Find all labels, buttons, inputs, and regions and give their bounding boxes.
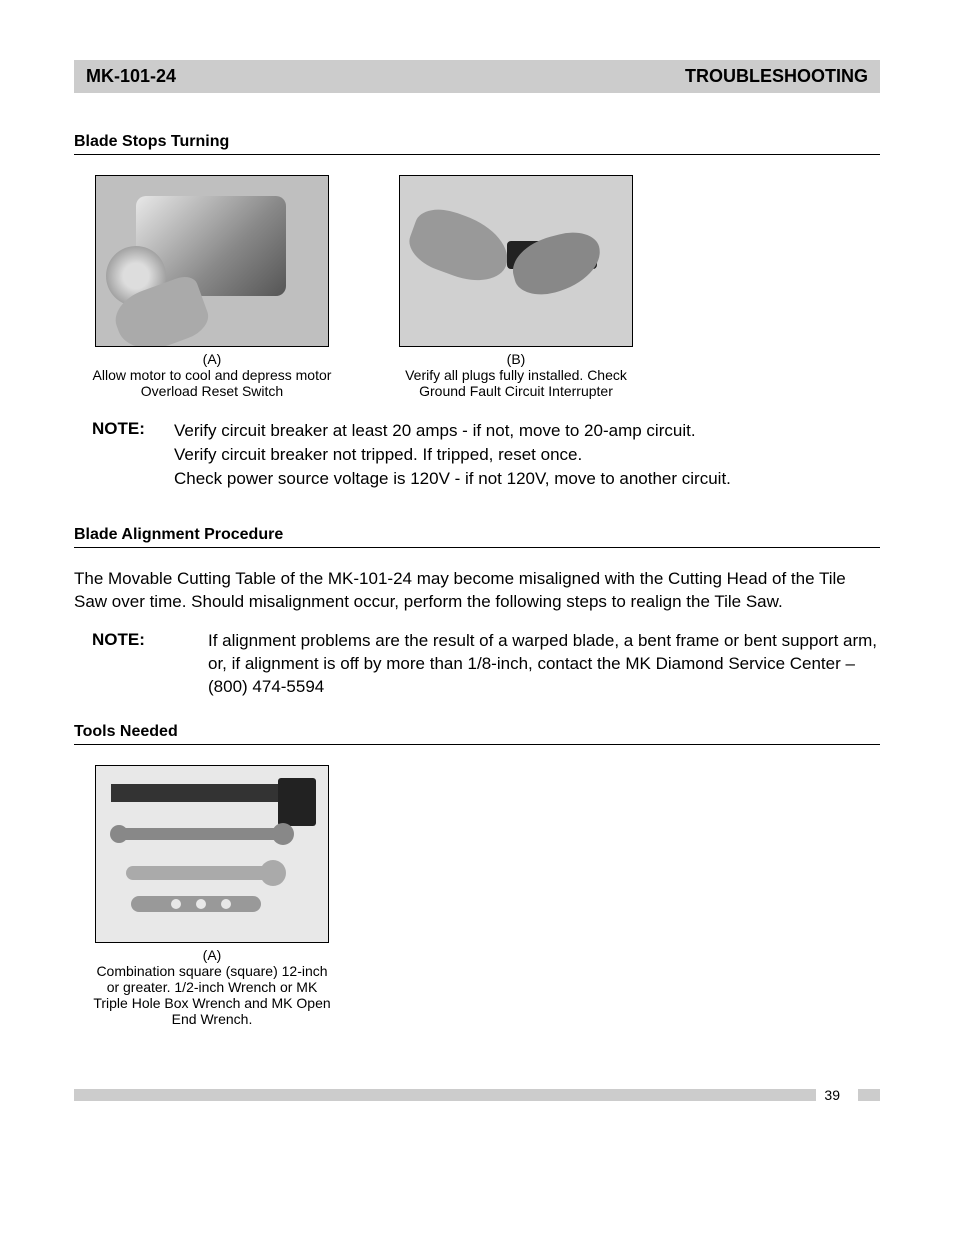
caption-b-label: (B) [507, 351, 526, 367]
caption-a-label: (A) [203, 351, 222, 367]
figure-b-plug [399, 175, 633, 347]
note-text-2: If alignment problems are the result of … [208, 630, 880, 699]
note-text-1: Verify circuit breaker at least 20 amps … [174, 419, 731, 490]
footer-bar-right [858, 1089, 880, 1101]
note-row-2: NOTE: If alignment problems are the resu… [92, 630, 880, 699]
caption-c-label: (A) [203, 947, 222, 963]
note-row-1: NOTE: Verify circuit breaker at least 20… [92, 419, 880, 490]
section-title-alignment: Blade Alignment Procedure [74, 526, 880, 548]
section-title-tools: Tools Needed [74, 723, 880, 745]
caption-b: (B) Verify all plugs fully installed. Ch… [396, 351, 636, 399]
alignment-body: The Movable Cutting Table of the MK-101-… [74, 568, 880, 614]
page-number: 39 [816, 1087, 848, 1103]
figure-a-motor [95, 175, 329, 347]
image-block-a: (A) Allow motor to cool and depress moto… [92, 175, 332, 399]
header-bar: MK-101-24 TROUBLESHOOTING [74, 60, 880, 93]
image-row-1: (A) Allow motor to cool and depress moto… [92, 175, 880, 399]
caption-a: (A) Allow motor to cool and depress moto… [92, 351, 332, 399]
header-model: MK-101-24 [86, 66, 176, 87]
section-title-blade-stops: Blade Stops Turning [74, 133, 880, 155]
caption-c: (A) Combination square (square) 12-inch … [92, 947, 332, 1027]
header-section: TROUBLESHOOTING [685, 66, 868, 87]
caption-a-text: Allow motor to cool and depress motor Ov… [93, 367, 332, 399]
note-label-1: NOTE: [92, 419, 174, 490]
note1-line1: Verify circuit breaker at least 20 amps … [174, 421, 696, 440]
note-label-2: NOTE: [92, 630, 208, 699]
footer-bar-left [74, 1089, 816, 1101]
figure-c-tools [95, 765, 329, 943]
image-block-c: (A) Combination square (square) 12-inch … [92, 765, 332, 1027]
note1-line2: Verify circuit breaker not tripped. If t… [174, 445, 582, 464]
caption-c-text: Combination square (square) 12-inch or g… [93, 963, 330, 1027]
note1-line3: Check power source voltage is 120V - if … [174, 469, 731, 488]
footer: 39 [74, 1087, 880, 1103]
image-block-b: (B) Verify all plugs fully installed. Ch… [396, 175, 636, 399]
image-row-2: (A) Combination square (square) 12-inch … [92, 765, 880, 1027]
caption-b-text: Verify all plugs fully installed. Check … [405, 367, 627, 399]
